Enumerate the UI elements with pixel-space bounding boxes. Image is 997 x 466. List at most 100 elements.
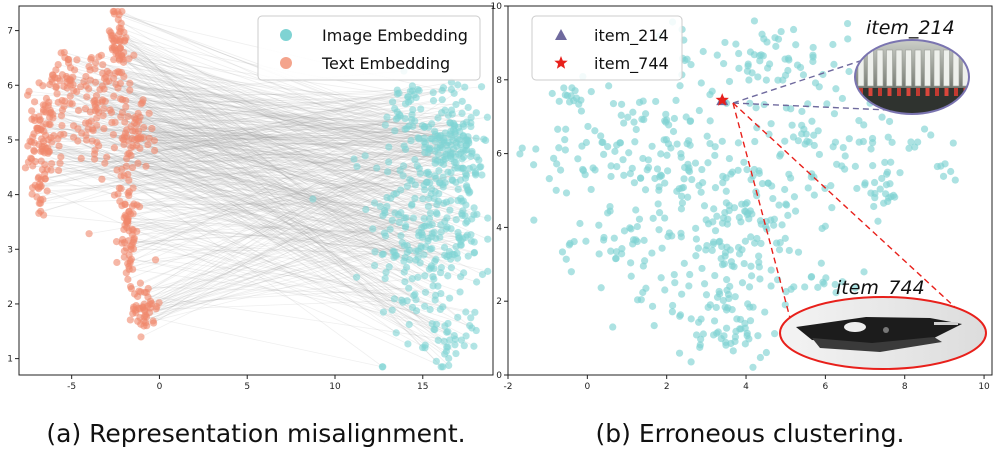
item-744-photo-frame bbox=[779, 296, 987, 370]
image-embedding-point bbox=[422, 243, 430, 251]
image-embedding-point bbox=[431, 296, 439, 304]
image-embedding-point bbox=[434, 114, 442, 122]
panel-a-legend: Image Embedding Text Embedding bbox=[257, 15, 481, 81]
pair-line bbox=[138, 278, 413, 309]
image-embedding-point bbox=[447, 264, 456, 272]
cluster-point bbox=[635, 215, 644, 223]
pair-line bbox=[134, 135, 438, 140]
cluster-point bbox=[661, 286, 669, 294]
text-embedding-point bbox=[92, 92, 101, 100]
image-embedding-point bbox=[439, 173, 447, 181]
cluster-point bbox=[587, 185, 595, 194]
cluster-point bbox=[794, 248, 803, 256]
image-embedding-point bbox=[444, 272, 452, 280]
cluster-point bbox=[587, 87, 595, 96]
pair-line bbox=[106, 151, 473, 158]
pair-line bbox=[43, 130, 437, 206]
image-embedding-point bbox=[362, 205, 370, 214]
text-embedding-point bbox=[145, 109, 153, 117]
cluster-point bbox=[771, 330, 779, 338]
image-embedding-point bbox=[401, 253, 409, 262]
image-embedding-point bbox=[380, 229, 388, 237]
cluster-point bbox=[677, 233, 685, 241]
image-embedding-point bbox=[440, 199, 448, 207]
text-embedding-point bbox=[140, 313, 148, 321]
image-embedding-point bbox=[452, 243, 460, 251]
cluster-point bbox=[678, 290, 686, 298]
text-embedding-point bbox=[93, 114, 101, 122]
text-embedding-point bbox=[90, 155, 99, 163]
cluster-point bbox=[655, 226, 663, 234]
pair-line bbox=[64, 57, 463, 160]
pair-line bbox=[49, 109, 413, 153]
image-embedding-point bbox=[472, 134, 480, 142]
image-embedding-point bbox=[458, 109, 466, 117]
cluster-point bbox=[729, 347, 737, 355]
image-embedding-point bbox=[457, 141, 465, 149]
pair-line bbox=[39, 120, 475, 253]
cluster-point bbox=[754, 73, 762, 81]
cluster-point bbox=[870, 178, 879, 187]
image-embedding-point bbox=[414, 273, 422, 281]
cluster-point bbox=[870, 202, 878, 211]
cluster-point bbox=[630, 179, 638, 187]
legend-item-214-label: item_214 bbox=[594, 26, 669, 46]
text-embedding-point bbox=[24, 91, 32, 99]
pair-line bbox=[120, 47, 389, 148]
pair-line bbox=[85, 76, 478, 215]
image-embedding-point bbox=[450, 89, 458, 97]
pair-line bbox=[128, 215, 466, 267]
image-embedding-point bbox=[475, 156, 483, 164]
text-embedding-point bbox=[30, 146, 38, 154]
pair-line bbox=[109, 72, 397, 194]
cluster-point bbox=[609, 100, 618, 108]
text-embedding-point bbox=[112, 238, 121, 246]
pair-line bbox=[40, 100, 463, 212]
pair-line bbox=[51, 81, 445, 342]
pair-line bbox=[108, 80, 381, 207]
cluster-point bbox=[703, 241, 711, 250]
y-tick-label: 2 bbox=[7, 300, 13, 310]
pair-line bbox=[39, 92, 434, 204]
cluster-point bbox=[939, 172, 948, 180]
cluster-point bbox=[597, 132, 605, 140]
cluster-point bbox=[685, 282, 693, 290]
image-embedding-point bbox=[457, 237, 465, 245]
pair-line bbox=[155, 173, 421, 310]
cluster-point bbox=[747, 272, 756, 280]
image-embedding-point bbox=[454, 81, 462, 89]
text-embedding-point bbox=[58, 106, 67, 114]
pair-line bbox=[66, 76, 461, 181]
text-embedding-point bbox=[124, 275, 132, 283]
text-embedding-point bbox=[126, 259, 134, 267]
image-embedding-point bbox=[421, 341, 429, 349]
cluster-point bbox=[706, 117, 714, 125]
text-embedding-point bbox=[55, 142, 63, 150]
image-embedding-point bbox=[432, 255, 440, 264]
pair-line bbox=[92, 99, 411, 142]
pair-line bbox=[126, 136, 419, 252]
image-embedding-point bbox=[445, 294, 454, 302]
cluster-point bbox=[817, 259, 825, 267]
cluster-point bbox=[744, 60, 752, 68]
pair-line bbox=[133, 239, 455, 336]
pair-line bbox=[114, 47, 425, 227]
image-embedding-point bbox=[384, 168, 392, 176]
cluster-point bbox=[686, 270, 694, 279]
text-embedding-point bbox=[136, 279, 145, 287]
pair-line bbox=[41, 148, 386, 279]
legend-image-embedding-label: Image Embedding bbox=[322, 26, 468, 45]
cluster-point bbox=[789, 133, 798, 141]
text-embedding-point bbox=[120, 72, 128, 81]
text-embedding-point bbox=[113, 258, 121, 267]
pair-line bbox=[129, 122, 451, 270]
cluster-point bbox=[755, 252, 763, 260]
text-embedding-point bbox=[103, 153, 111, 161]
image-embedding-point bbox=[470, 238, 478, 246]
image-embedding-point bbox=[460, 153, 468, 161]
text-embedding-point bbox=[57, 153, 65, 161]
cluster-point bbox=[841, 165, 849, 173]
pair-line bbox=[135, 118, 425, 154]
cluster-point bbox=[746, 99, 754, 107]
cluster-point bbox=[745, 283, 754, 291]
